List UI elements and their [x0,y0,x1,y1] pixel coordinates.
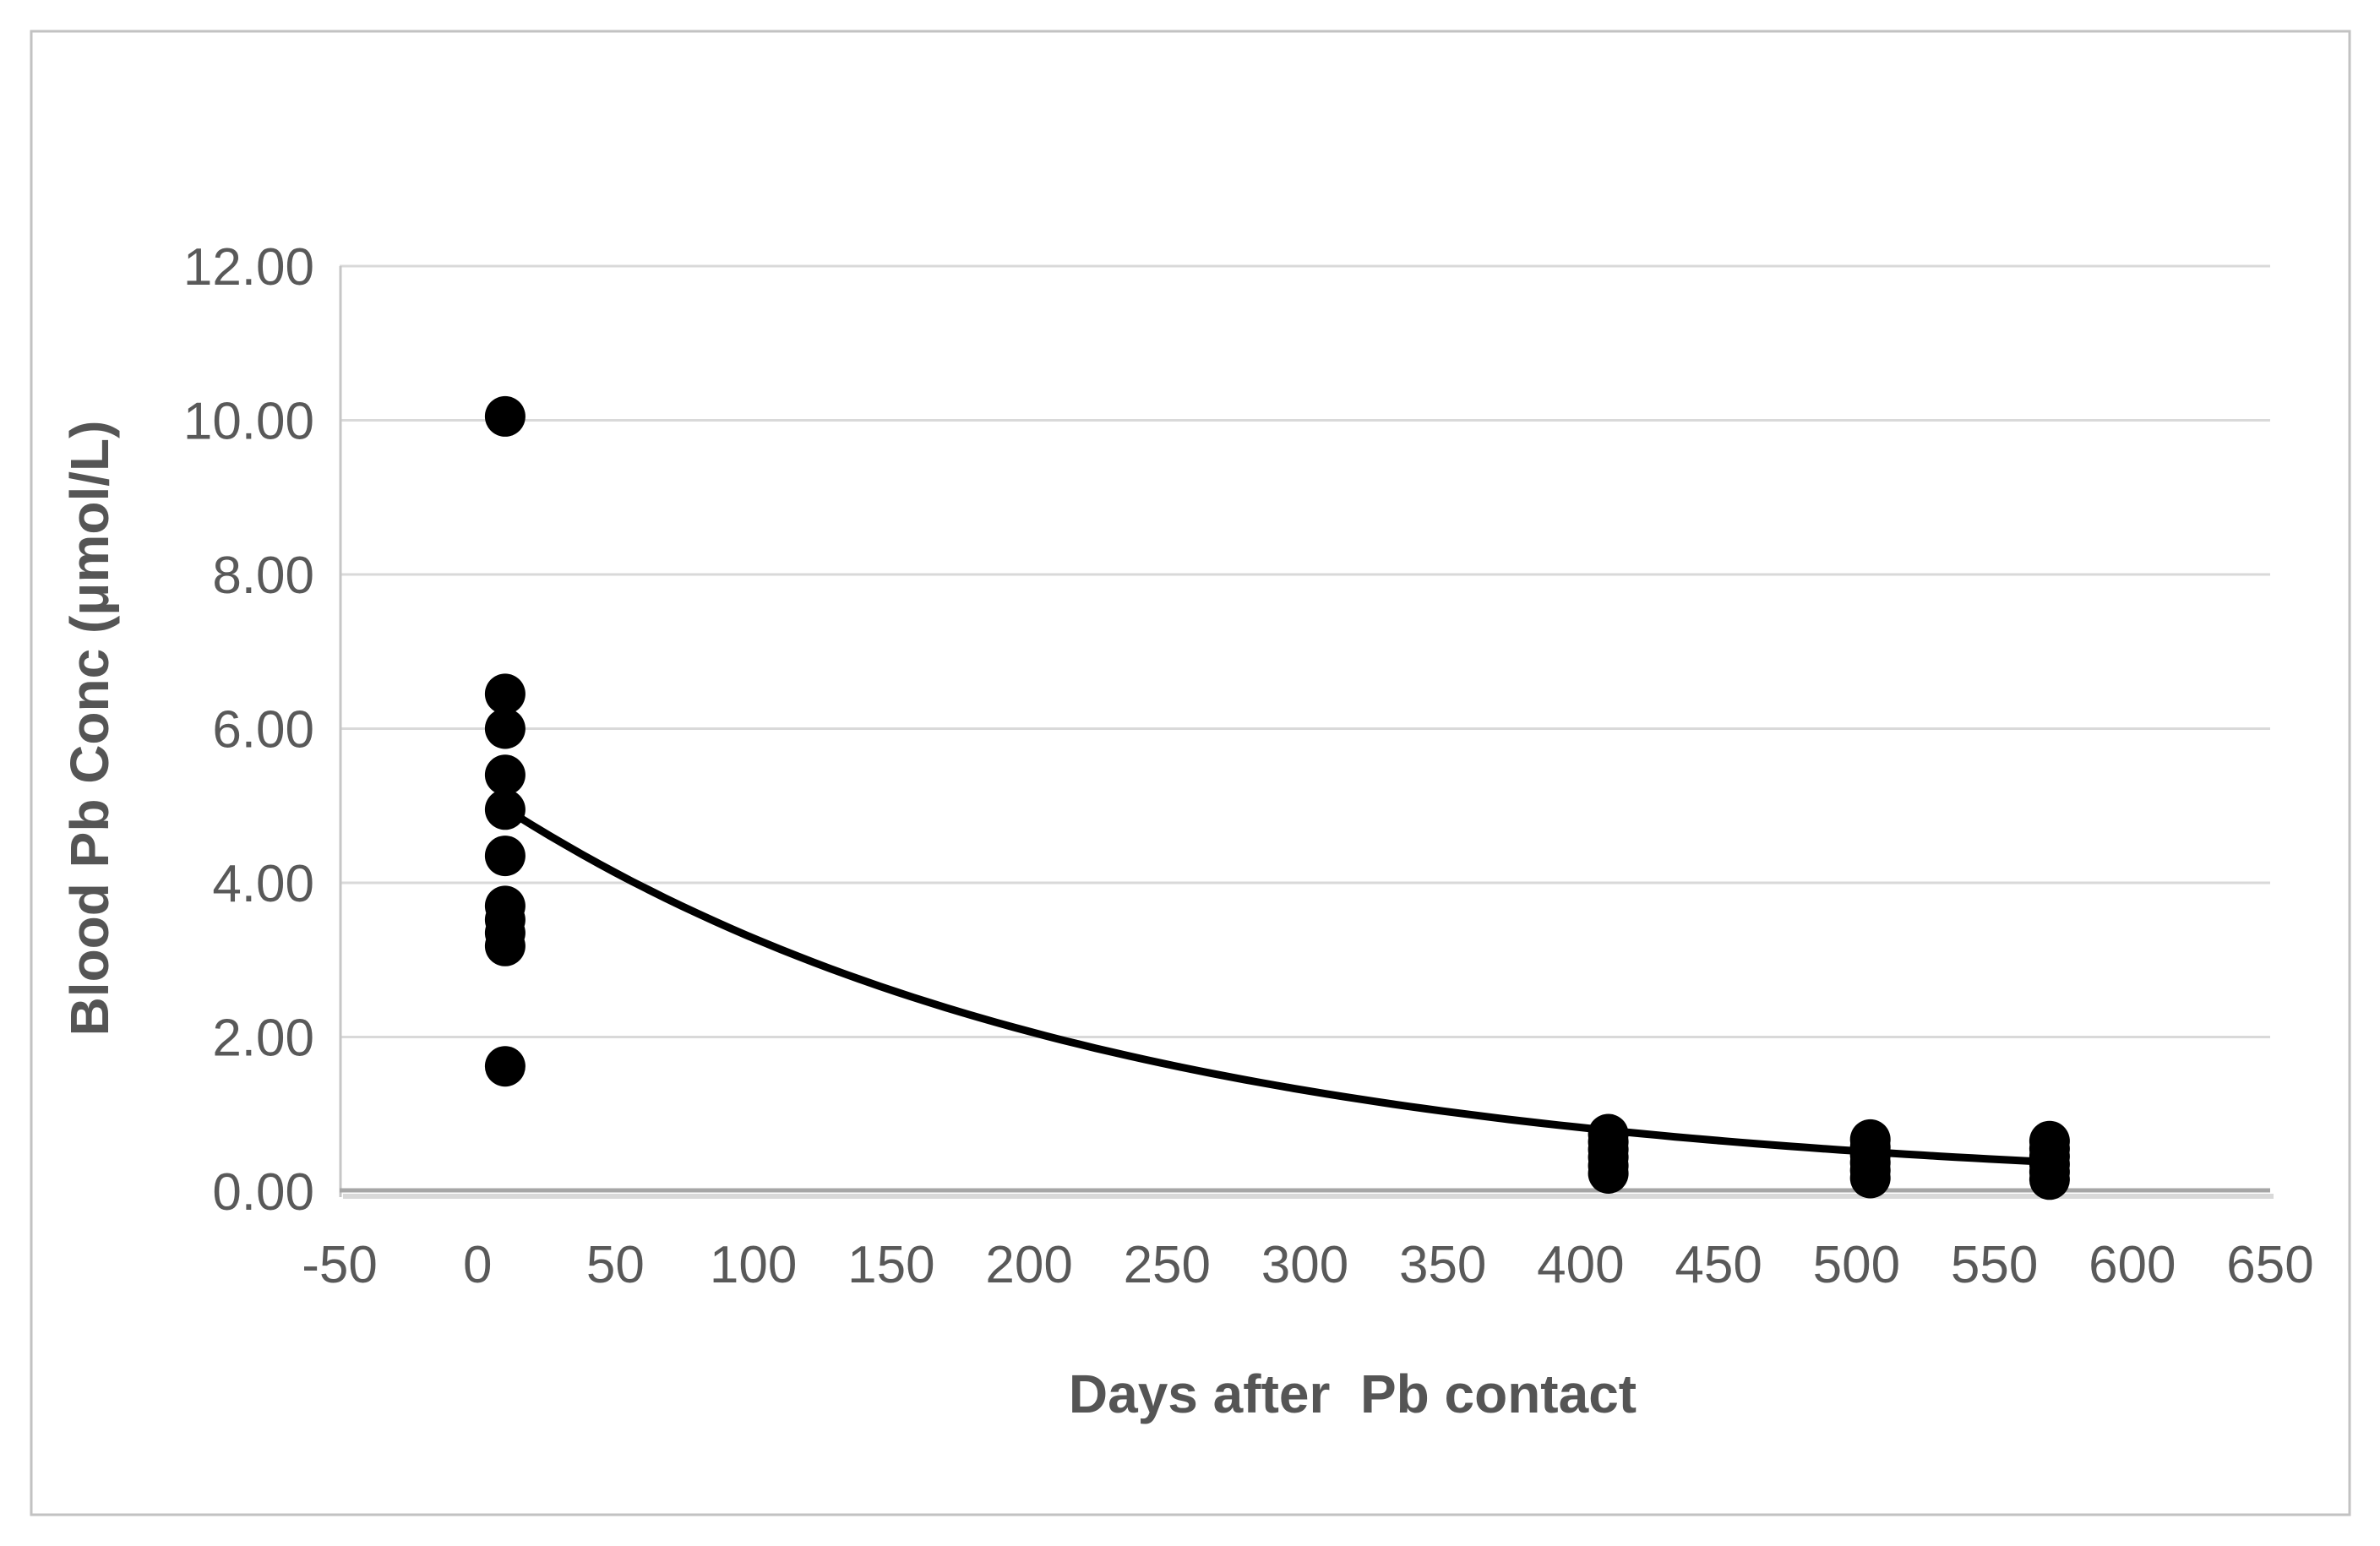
y-tick-label: 10.00 [183,393,314,451]
x-tick-labels: -50 0 50 100 150 200 250 300 350 400 450 500 550 600 6… [302,1236,2314,1294]
x-tick-label: 150 [847,1236,934,1294]
data-point [484,836,526,877]
x-tick-label: 200 [985,1236,1072,1294]
x-tick-label: 250 [1124,1236,1211,1294]
y-tick-label: 0.00 [212,1163,314,1222]
x-tick-label: 650 [2226,1236,2313,1294]
data-point [484,925,526,966]
x-tick-label: 100 [710,1236,797,1294]
y-tick-label: 6.00 [212,701,314,759]
x-tick-label: 600 [2089,1236,2176,1294]
x-tick-label: 500 [1813,1236,1900,1294]
data-point [484,789,526,830]
data-point [484,754,526,796]
y-tick-label: 4.00 [212,855,314,913]
x-tick-label: -50 [302,1236,378,1294]
scatter-points [484,395,2070,1200]
data-point [1849,1157,1891,1199]
y-tick-labels: 12.00 10.00 8.00 6.00 4.00 2.00 0.00 [183,238,314,1222]
y-axis-title: Blood Pb Conc (μmol/L) [59,421,120,1037]
x-axis-title: Days after Pb contact [1069,1364,1637,1424]
x-tick-label: 0 [463,1236,492,1294]
trend-curve [512,811,2059,1167]
x-tick-label: 450 [1675,1236,1762,1294]
x-tick-label: 550 [1951,1236,2038,1294]
data-point [484,708,526,749]
x-tick-label: 400 [1537,1236,1624,1294]
y-tick-label: 12.00 [183,238,314,297]
x-tick-label: 350 [1399,1236,1486,1294]
data-point [484,1046,526,1087]
y-tick-label: 2.00 [212,1010,314,1068]
figure-border [30,30,2351,1516]
data-point [2029,1159,2070,1200]
data-point [484,395,526,437]
data-point [484,673,526,715]
x-tick-label: 50 [586,1236,645,1294]
gridlines [340,264,2270,1193]
x-tick-label: 300 [1261,1236,1348,1294]
y-tick-label: 8.00 [212,547,314,605]
data-point [1588,1153,1629,1194]
